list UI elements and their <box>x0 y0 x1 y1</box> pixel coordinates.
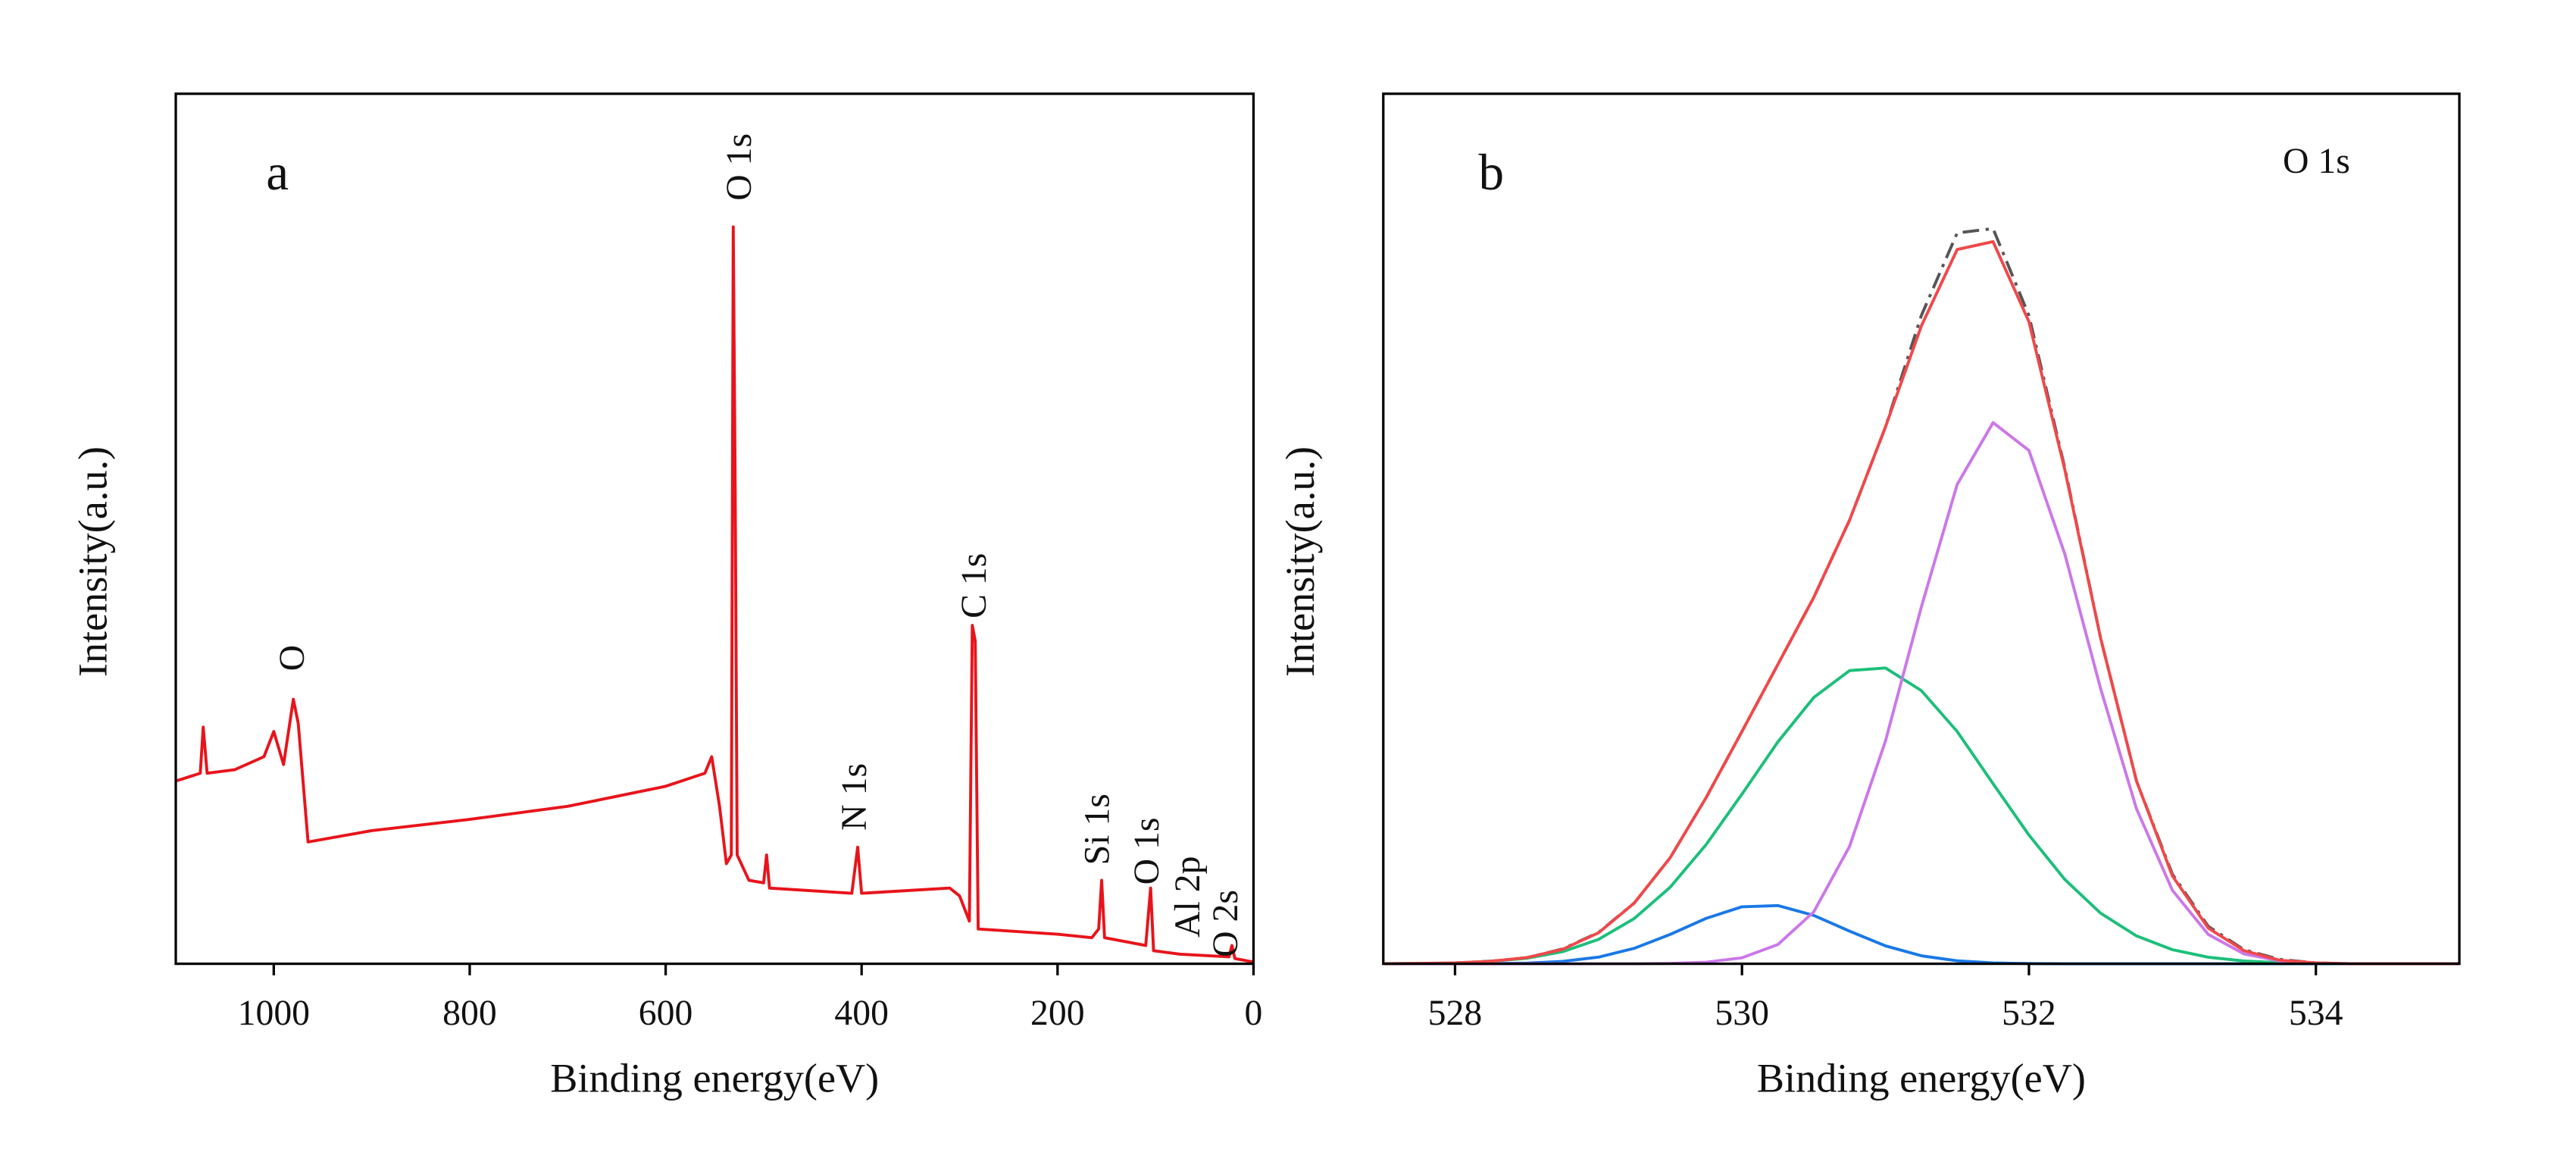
x-axis-label: Binding energy(eV) <box>550 1055 879 1101</box>
peak-annotation: C 1s <box>954 553 994 618</box>
plot-frame <box>1382 92 2461 966</box>
peak-annotation: Al 2p <box>1168 856 1208 937</box>
peak-annotation: O <box>272 645 312 671</box>
x-tick-label: 530 <box>1715 993 1769 1033</box>
x-tick-label: 1000 <box>238 993 310 1033</box>
spectrum-line <box>175 225 1254 964</box>
spectrum-line <box>1383 421 2460 966</box>
spectrum-line <box>1383 666 2460 966</box>
x-tick-label: 0 <box>1245 993 1263 1033</box>
spectrum-line <box>1383 240 2460 966</box>
x-tick-label: 400 <box>834 993 889 1033</box>
peak-annotation: O 1s <box>1127 818 1167 885</box>
peak-annotation: O 1s <box>719 133 759 201</box>
peak-annotation: Si 1s <box>1077 794 1118 865</box>
peak-annotation: O 2s <box>1205 890 1246 957</box>
x-tick-label: 600 <box>639 993 693 1033</box>
peak-annotation: N 1s <box>834 763 874 831</box>
y-axis-label: Intensity(a.u.) <box>1277 446 1323 677</box>
peak-annotation: O 1s <box>2283 141 2350 181</box>
x-tick-label: 800 <box>442 993 497 1033</box>
x-tick-label: 532 <box>2002 993 2056 1033</box>
y-axis-label: Intensity(a.u.) <box>70 446 115 677</box>
x-tick-label: 528 <box>1428 993 1483 1033</box>
x-axis-label: Binding energy(eV) <box>1757 1055 2086 1101</box>
panel-label: a <box>266 144 289 201</box>
spectrum-line <box>1383 227 2460 966</box>
plot-frame <box>174 92 1255 966</box>
x-tick-label: 534 <box>2289 993 2343 1033</box>
x-tick-label: 200 <box>1030 993 1085 1033</box>
panel-label: b <box>1479 144 1505 201</box>
